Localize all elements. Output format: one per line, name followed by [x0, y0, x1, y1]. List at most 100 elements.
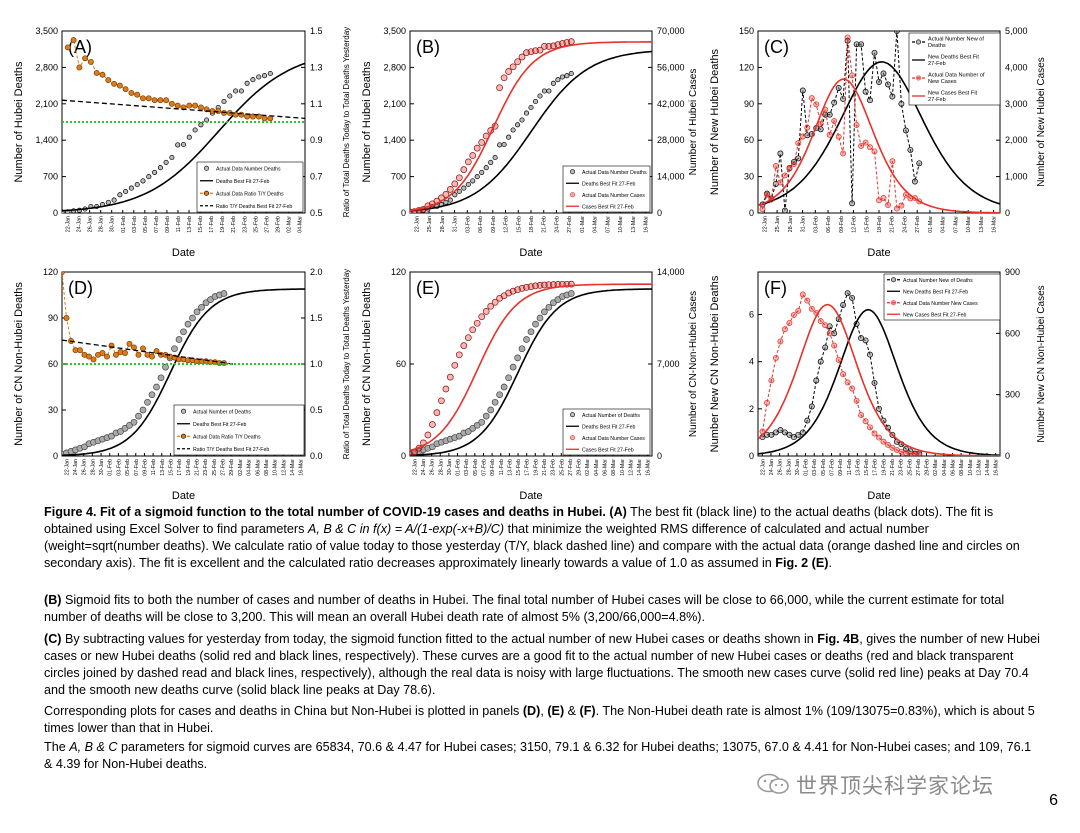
x-tick-label: 15-Feb — [516, 459, 522, 476]
data-point — [772, 429, 779, 436]
data-point — [858, 335, 865, 342]
legend-label: Actual Number New of — [928, 37, 984, 43]
y2-tick-label: 4,000 — [1005, 62, 1028, 72]
data-point — [902, 127, 909, 134]
data-point — [261, 73, 268, 79]
data-point — [799, 429, 806, 436]
x-tick-label: 22-Jan — [414, 216, 420, 232]
data-point — [554, 296, 562, 303]
data-point — [461, 185, 467, 191]
y2-tick-label: 1.5 — [310, 313, 323, 323]
data-point — [831, 330, 838, 337]
x-tick-label: 28-Jan — [438, 459, 444, 475]
x-tick-label: 21-Feb — [890, 216, 896, 233]
y-tick-label: 3,500 — [383, 26, 406, 36]
data-point — [893, 31, 900, 34]
legend-label: Actual Data Number New Cases — [903, 301, 978, 307]
x-tick-label: 01-Feb — [121, 216, 127, 233]
data-point — [885, 202, 891, 208]
data-point — [500, 74, 508, 82]
caption-paragraph-2: (B) Sigmoid fits to both the number of c… — [44, 593, 1005, 624]
y2-tick-label: 300 — [1005, 390, 1020, 400]
data-point — [880, 195, 887, 201]
legend-label: Deaths Best Fit 27-Feb — [582, 424, 635, 430]
data-point — [889, 93, 896, 100]
data-point — [410, 451, 414, 456]
y-tick-label: 1,400 — [383, 135, 406, 145]
x-tick-label: 04-Mar — [247, 459, 253, 476]
figure-4-charts: 0 700 1,400 2,100 2,800 3,500 0.5 0.7 0.9 1.1 1.3 1… — [13, 26, 1047, 500]
x-axis-title: Date — [519, 247, 542, 259]
x-tick-label: 30-Jan — [447, 459, 453, 475]
series-line-line-black — [410, 50, 652, 212]
data-point — [87, 58, 94, 65]
y-tick-label: 120 — [43, 267, 58, 277]
data-point — [488, 159, 494, 165]
x-tick-label: 15-Feb — [168, 459, 174, 476]
data-point — [186, 134, 192, 140]
data-point — [546, 88, 552, 94]
data-point — [799, 87, 806, 94]
data-point — [438, 397, 445, 405]
x-tick-label: 27-Feb — [915, 216, 921, 233]
chart-panel-e: 0 60 120 0 7,000 14,000 22-Jan 24-Jan 26-Jan 28-J… — [361, 267, 699, 500]
data-point — [902, 449, 909, 456]
data-point — [541, 88, 547, 94]
data-point — [122, 350, 128, 356]
y2-tick-label: 1.0 — [310, 359, 323, 369]
page-number: 6 — [1049, 792, 1058, 809]
legend-label: Deaths Best Fit 27-Feb — [193, 422, 246, 428]
x-tick-label: 05-Feb — [473, 459, 479, 476]
x-tick-label: 12-Mar — [628, 459, 634, 476]
x-tick-label: 28-Jan — [99, 216, 105, 232]
data-point — [202, 299, 210, 307]
data-point — [777, 338, 784, 345]
data-point — [506, 134, 512, 140]
data-point — [460, 166, 468, 173]
x-axis-title: Date — [519, 490, 542, 500]
data-point — [157, 165, 163, 171]
data-point — [781, 326, 788, 333]
data-point — [567, 290, 575, 297]
x-tick-label: 21-Feb — [231, 216, 237, 233]
x-tick-label: 06-Feb — [478, 216, 484, 233]
data-point — [152, 169, 158, 175]
y-axis-title: Number New CN Non-Hubei Deaths — [709, 275, 721, 452]
data-point — [140, 345, 146, 352]
legend-label: New Deaths Best Fit — [928, 55, 979, 61]
data-point — [536, 46, 544, 54]
y2-tick-label: 0 — [1005, 451, 1010, 461]
y-tick-label: 90 — [744, 99, 754, 109]
x-tick-label: 06-Mar — [950, 459, 956, 476]
data-point — [192, 127, 198, 133]
data-point — [491, 298, 499, 306]
x-tick-label: 08-Mar — [264, 459, 270, 476]
data-point — [822, 344, 829, 351]
y-tick-label: 60 — [48, 359, 58, 369]
data-point — [139, 406, 147, 414]
y-tick-label: 120 — [391, 267, 406, 277]
data-point — [885, 441, 891, 448]
data-point — [117, 428, 124, 435]
data-point — [916, 452, 923, 456]
plot-area — [758, 290, 1000, 456]
data-point — [151, 97, 158, 104]
x-tick-label: 13-Feb — [855, 459, 861, 476]
data-point — [541, 43, 548, 50]
y2-axis-title: Number of CN-Non-Hubei Cases — [688, 291, 699, 437]
x-tick-label: 23-Feb — [242, 216, 248, 233]
series-line-line-red — [410, 41, 652, 212]
x-tick-label: 13-Mar — [979, 216, 985, 233]
x-tick-label: 13-Feb — [160, 459, 166, 476]
y2-tick-label: 900 — [1005, 267, 1020, 277]
x-tick-label: 07-Feb — [134, 459, 140, 476]
data-point — [482, 412, 490, 420]
x-tick-label: 19-Feb — [533, 459, 539, 476]
data-point — [523, 336, 530, 343]
data-point — [442, 385, 450, 393]
x-tick-label: 11-Feb — [151, 459, 157, 475]
data-point — [835, 133, 842, 140]
data-point — [781, 172, 788, 179]
x-tick-label: 07-Feb — [829, 459, 835, 476]
chart-panel-a: 0 700 1,400 2,100 2,800 3,500 0.5 0.7 0.9 1.1 1.3 1… — [13, 26, 351, 259]
